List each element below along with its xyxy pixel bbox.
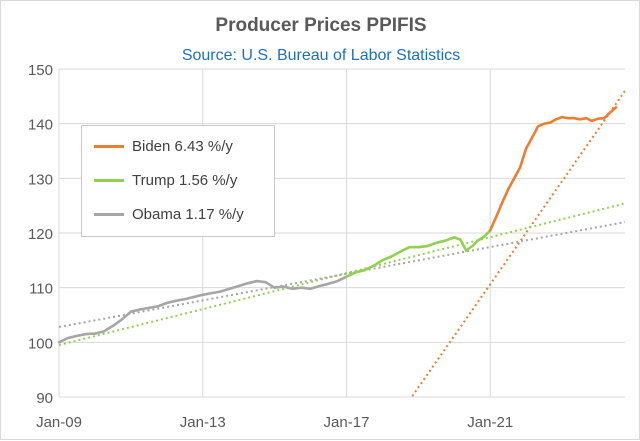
legend-swatch-biden — [94, 144, 124, 148]
x-tick-label: Jan-09 — [36, 414, 82, 431]
legend-item-biden: Biden 6.43 %/y — [94, 136, 233, 156]
legend-swatch-trump — [94, 178, 124, 182]
x-tick-label: Jan-17 — [324, 414, 370, 431]
x-tick-label: Jan-13 — [180, 414, 226, 431]
legend-label-obama: Obama 1.17 %/y — [132, 205, 244, 223]
y-tick-label: 90 — [36, 390, 53, 407]
legend-label-trump: Trump 1.56 %/y — [132, 171, 238, 189]
x-tick-label: Jan-21 — [467, 414, 513, 431]
series-line-obama-1-17-y — [57, 275, 348, 344]
legend-item-obama: Obama 1.17 %/y — [94, 204, 244, 224]
chart-subtitle: Source: U.S. Bureau of Labor Statistics — [181, 47, 461, 64]
tick-labels: 90 100 110 120 130 140 150 Jan-09 Jan-13 Jan-17 Ja… — [28, 62, 513, 431]
chart-title: Producer Prices PPIFIS — [215, 15, 427, 36]
trendline-trump-1-56-y — [59, 202, 625, 347]
trendlines — [59, 90, 625, 397]
y-tick-label: 150 — [28, 62, 53, 79]
y-tick-label: 100 — [28, 335, 53, 352]
legend-swatch-obama — [94, 212, 124, 216]
legend: Biden 6.43 %/y Trump 1.56 %/y Obama 1.17… — [81, 125, 275, 237]
trendline-obama-1-17-y — [59, 221, 625, 329]
y-tick-label: 120 — [28, 226, 53, 243]
y-tick-label: 130 — [28, 171, 53, 188]
series-line-trump-1-56-y — [345, 229, 492, 279]
legend-item-trump: Trump 1.56 %/y — [94, 170, 237, 190]
series-lines — [57, 106, 618, 344]
series-line-biden-6-43-y — [488, 106, 618, 232]
trendline-biden-6-43-y — [410, 90, 625, 397]
legend-label-biden: Biden 6.43 %/y — [132, 137, 233, 155]
y-tick-label: 140 — [28, 117, 53, 134]
y-tick-label: 110 — [29, 281, 53, 298]
